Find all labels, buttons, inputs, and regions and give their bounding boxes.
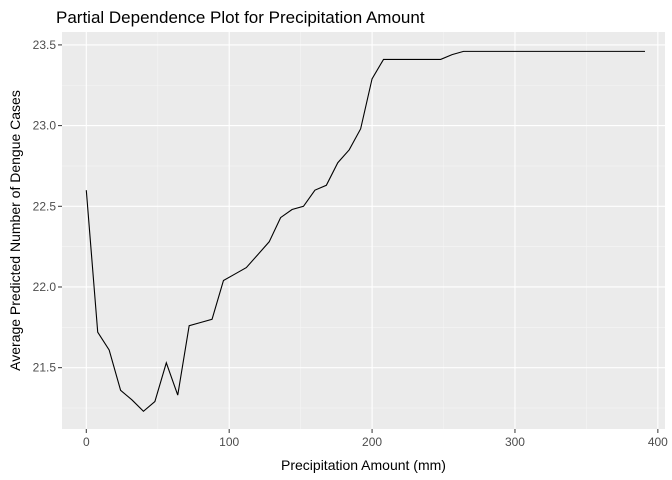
y-axis: 21.5 22.0 22.5 23.0 23.5 [33, 38, 62, 375]
y-tick-label: 22.0 [33, 280, 57, 294]
x-tick-label: 400 [648, 435, 668, 449]
y-axis-title: Average Predicted Number of Dengue Cases [7, 90, 23, 371]
x-axis-title: Precipitation Amount (mm) [281, 457, 446, 473]
x-tick-label: 300 [505, 435, 525, 449]
series-line [85, 50, 645, 412]
y-tick-label: 23.0 [33, 119, 57, 133]
y-tick-label: 23.5 [33, 38, 57, 52]
x-axis: 0 100 200 300 400 [83, 429, 668, 449]
x-tick-label: 100 [219, 435, 239, 449]
chart-title: Partial Dependence Plot for Precipitatio… [56, 8, 425, 27]
gridlines [62, 32, 665, 429]
x-tick-label: 0 [83, 435, 90, 449]
y-tick-label: 22.5 [33, 199, 57, 213]
plot-panel [62, 32, 665, 429]
x-tick-label: 200 [362, 435, 382, 449]
y-tick-label: 21.5 [33, 361, 57, 375]
